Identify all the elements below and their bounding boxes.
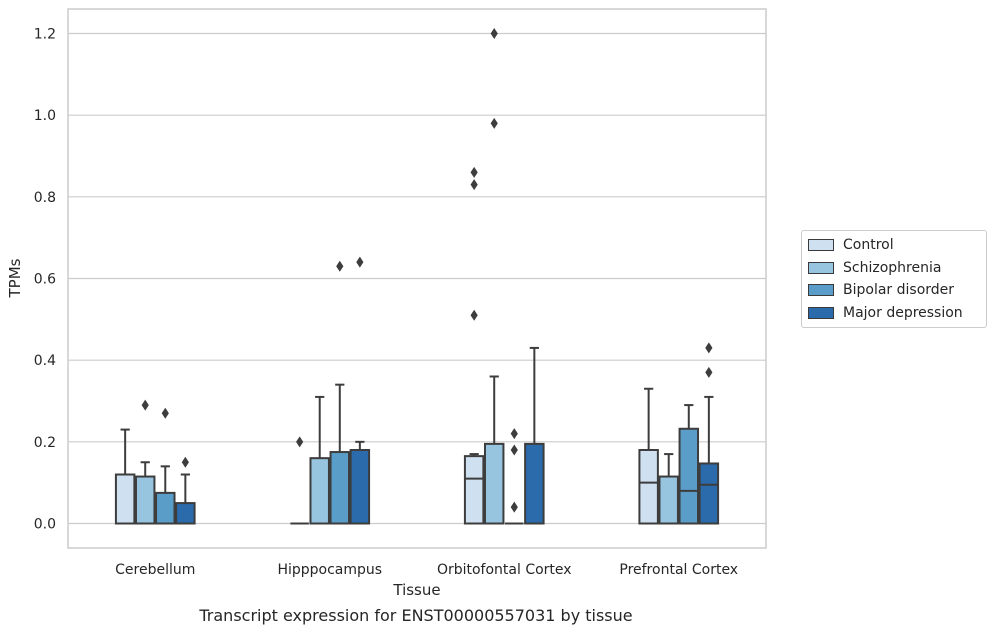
- outlier-point: [141, 399, 149, 411]
- legend: Control Schizophrenia Bipolar disorder Majo…: [801, 230, 987, 328]
- box: [114, 473, 136, 525]
- box-major-depression: [175, 456, 196, 525]
- outlier-point: [490, 117, 498, 129]
- legend-swatch: [808, 239, 834, 252]
- legend-label: Control: [843, 237, 894, 254]
- legend-item: Major depression: [802, 302, 986, 325]
- box: [349, 449, 371, 525]
- x-axis-label: Tissue: [392, 581, 440, 599]
- outlier-point: [470, 309, 478, 321]
- box: [155, 491, 176, 525]
- box-control: [463, 166, 485, 525]
- outlier-point: [705, 366, 713, 378]
- legend-item: Control: [802, 234, 986, 257]
- y-tick-label: 0.6: [34, 272, 56, 288]
- legend-label: Major depression: [843, 304, 963, 321]
- outlier-point: [510, 501, 518, 513]
- outlier-point: [181, 456, 189, 468]
- y-tick-label: 0.2: [34, 435, 56, 451]
- outlier-point: [470, 179, 478, 191]
- y-tick-label: 0.0: [34, 517, 56, 533]
- outlier-point: [490, 28, 498, 39]
- box: [524, 442, 545, 525]
- box: [329, 451, 351, 525]
- y-tick-label: 1.2: [34, 27, 56, 43]
- box: [175, 502, 196, 525]
- box-control: [290, 436, 309, 525]
- legend-label: Bipolar disorder: [843, 282, 955, 299]
- y-tick-label: 1.0: [34, 108, 56, 124]
- y-axis-label: TPMs: [6, 258, 24, 298]
- legend-label: Schizophrenia: [843, 259, 942, 276]
- box: [658, 475, 679, 525]
- box-control: [114, 428, 136, 525]
- legend-swatch: [808, 261, 834, 274]
- box-bipolar-disorder: [505, 428, 524, 525]
- x-tick-label: Prefrontal Cortex: [619, 562, 738, 578]
- legend-swatch: [808, 284, 834, 297]
- box-bipolar-disorder: [678, 404, 700, 525]
- box-series: [114, 28, 720, 525]
- plot-frame: [67, 8, 767, 549]
- x-tick-label: Hipppocampus: [277, 562, 382, 578]
- outlier-point: [470, 166, 478, 178]
- outlier-point: [161, 407, 169, 419]
- legend-item: Bipolar disorder: [802, 279, 986, 302]
- box-schizophrenia: [658, 453, 679, 525]
- box-bipolar-disorder: [329, 260, 351, 525]
- chart-caption: Transcript expression for ENST0000055703…: [199, 606, 633, 625]
- x-axis-ticks: Cerebellum Hipppocampus Orbitofontal Corte…: [115, 562, 738, 578]
- outlier-point: [356, 256, 364, 268]
- outlier-point: [705, 342, 713, 354]
- box-schizophrenia: [134, 399, 156, 525]
- box: [463, 455, 485, 525]
- box: [309, 457, 330, 525]
- outlier-point: [510, 428, 518, 440]
- y-tick-label: 0.4: [34, 353, 56, 369]
- y-tick-label: 0.8: [34, 190, 56, 206]
- box-bipolar-disorder: [155, 407, 176, 525]
- legend-swatch: [808, 306, 834, 319]
- box: [678, 427, 700, 525]
- box-schizophrenia: [483, 28, 505, 525]
- y-axis-ticks: 0.0 0.2 0.4 0.6 0.8 1.0 1.2: [34, 27, 56, 533]
- box-major-depression: [349, 256, 371, 525]
- outlier-point: [296, 436, 304, 448]
- box-schizophrenia: [309, 395, 330, 525]
- x-tick-label: Orbitofontal Cortex: [437, 562, 572, 578]
- box: [483, 442, 505, 525]
- box: [698, 462, 720, 525]
- box-major-depression: [698, 342, 720, 525]
- outlier-point: [336, 260, 344, 272]
- box: [638, 449, 659, 525]
- x-tick-label: Cerebellum: [115, 562, 195, 578]
- box-major-depression: [524, 346, 545, 525]
- box: [134, 475, 156, 525]
- outlier-point: [510, 444, 518, 456]
- legend-item: Schizophrenia: [802, 257, 986, 280]
- box-control: [638, 387, 659, 525]
